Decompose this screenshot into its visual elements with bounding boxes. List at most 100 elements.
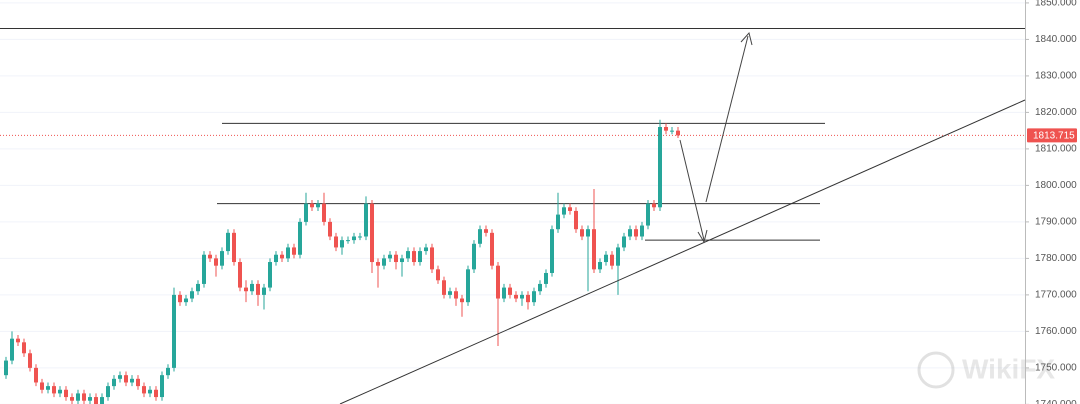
candle-body (652, 203, 656, 208)
candle-body (562, 207, 566, 215)
candle-body (220, 251, 224, 266)
candle-body (400, 258, 404, 263)
candle-body (76, 393, 80, 401)
candle-body (508, 287, 512, 295)
candle-body (274, 254, 278, 263)
candle-body (58, 389, 62, 394)
candle-body (568, 207, 572, 211)
candle-body (454, 291, 458, 299)
candle-body (598, 262, 602, 270)
candle-body (190, 291, 194, 299)
candle-body (34, 367, 38, 383)
candle-body (616, 247, 620, 266)
candle-body (208, 254, 212, 259)
price-label-box (1027, 128, 1077, 143)
candle-body (646, 203, 650, 226)
candle-body (580, 229, 584, 237)
candle-body (196, 283, 200, 292)
candle-body (10, 338, 14, 361)
candle-body (352, 236, 356, 241)
arrow-head (740, 31, 753, 46)
candle-body (424, 247, 428, 252)
candle-body (622, 236, 626, 248)
watermark: WikiFX (917, 351, 1055, 389)
candle-body (94, 397, 98, 404)
candle-body (202, 254, 206, 284)
candle-body (604, 254, 608, 263)
candle-body (304, 203, 308, 222)
candle-body (256, 283, 260, 295)
watermark-icon (917, 351, 955, 389)
y-tick-label: 1750.000 (1035, 363, 1077, 374)
candle-body (88, 397, 92, 401)
candle-body (322, 203, 326, 222)
y-tick-label: 1800.000 (1035, 180, 1077, 191)
candle-body (184, 298, 188, 303)
candle-body (436, 269, 440, 281)
candle-body (490, 232, 494, 266)
candle-body (118, 375, 122, 379)
candle-body (358, 236, 362, 238)
candle-body (502, 287, 506, 299)
candle-body (442, 280, 446, 295)
candle-body (142, 386, 146, 394)
candle-body (298, 221, 302, 255)
arrow-head (697, 229, 708, 244)
candle-body (244, 287, 248, 292)
candle-body (172, 294, 176, 368)
candle-body (670, 130, 674, 132)
candle-body (640, 225, 644, 237)
candle-body (160, 375, 164, 398)
y-tick-label: 1810.000 (1035, 144, 1077, 155)
candle-body (466, 269, 470, 303)
candle-body (544, 272, 548, 284)
plot-area (0, 2, 1025, 404)
candle-body (280, 254, 284, 259)
candle-body (532, 291, 536, 303)
candle-body (334, 236, 338, 248)
candle-body (64, 389, 68, 398)
y-tick-label: 1760.000 (1035, 326, 1077, 337)
candle-body (250, 283, 254, 292)
candle-body (484, 229, 488, 233)
candle-body (154, 389, 158, 398)
candle-body (664, 127, 668, 131)
candle-body (4, 360, 8, 376)
candle-body (232, 232, 236, 263)
y-tick-label: 1790.000 (1035, 217, 1077, 228)
candle-body (112, 378, 116, 387)
y-tick-label: 1770.000 (1035, 290, 1077, 301)
candle-body (460, 298, 464, 303)
candle-body (676, 130, 680, 136)
candle-body (364, 203, 368, 237)
candle-body (628, 229, 632, 237)
candle-body (478, 229, 482, 244)
candle-body (634, 229, 638, 237)
candle-body (430, 247, 434, 270)
candle-body (148, 389, 152, 394)
candle-body (412, 251, 416, 263)
y-tick-label: 1820.000 (1035, 107, 1077, 118)
candle-body (496, 265, 500, 299)
candle-body (226, 232, 230, 252)
candle-body (514, 294, 518, 299)
arrow-up (705, 35, 749, 203)
candle-body (658, 127, 662, 208)
candle-body (124, 375, 128, 383)
price-label: 1813.715 (1033, 130, 1075, 141)
candle-body (100, 397, 104, 404)
arrow-down (679, 139, 705, 241)
candle-body (46, 386, 50, 390)
candle-body (520, 294, 524, 299)
candle-body (394, 254, 398, 263)
candle-body (52, 386, 56, 394)
watermark-text: WikiFX (962, 353, 1055, 384)
candle-body (328, 221, 332, 237)
candle-body (418, 251, 422, 263)
candle-body (310, 203, 314, 208)
y-tick-label: 1830.000 (1035, 71, 1077, 82)
candle-body (22, 342, 26, 354)
candle-body (70, 397, 74, 401)
